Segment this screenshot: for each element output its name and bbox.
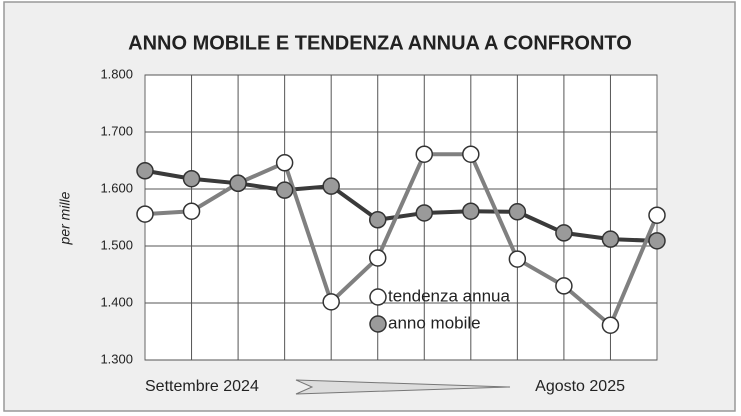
legend-label: anno mobile [388, 313, 481, 332]
legend-label: tendenza annua [388, 286, 510, 305]
marker [415, 204, 434, 222]
marker [462, 145, 480, 163]
marker [275, 181, 294, 199]
marker [229, 174, 247, 193]
marker [275, 154, 294, 172]
x-start-label: Settembre 2024 [145, 378, 259, 395]
marker [182, 169, 201, 188]
marker [136, 162, 154, 180]
series-line [144, 152, 659, 329]
y-tick-label: 1.700 [100, 123, 133, 138]
y-tick-label: 1.600 [100, 180, 133, 195]
marker [648, 232, 666, 250]
marker [368, 249, 387, 267]
marker [136, 205, 154, 223]
marker [601, 230, 620, 248]
marker [555, 277, 573, 295]
y-tick-label: 1.400 [100, 294, 133, 309]
marker [182, 202, 201, 220]
marker [555, 224, 573, 242]
y-tick-label: 1.300 [100, 351, 133, 366]
legend-marker [369, 288, 387, 306]
y-axis-label: per mille [57, 191, 73, 245]
marker [368, 211, 387, 229]
marker [508, 250, 527, 268]
marker [322, 177, 340, 195]
x-end-label: Agosto 2025 [535, 378, 625, 395]
y-tick-label: 1.500 [100, 237, 133, 252]
legend-marker [369, 315, 387, 333]
marker [322, 293, 340, 311]
range-arrow [295, 379, 511, 395]
marker [648, 206, 666, 224]
marker [462, 202, 480, 220]
marker [415, 145, 434, 163]
chart-title: ANNO MOBILE E TENDENZA ANNUA A CONFRONTO [128, 32, 632, 54]
marker [508, 203, 527, 221]
marker [601, 316, 620, 334]
y-tick-label: 1.800 [100, 66, 133, 81]
